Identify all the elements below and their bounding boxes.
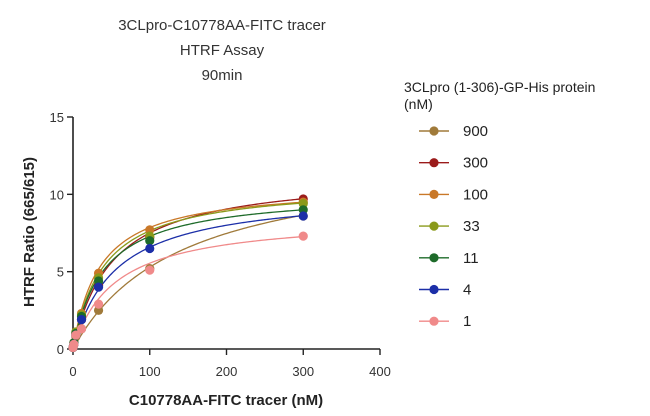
legend-item-1: 1 — [419, 313, 471, 330]
legend-label: 100 — [463, 186, 488, 203]
x-tick-label: 200 — [216, 364, 238, 379]
title-line-1: 3CLpro-C10778AA-FITC tracer — [118, 17, 326, 34]
fit-curve-11 — [72, 209, 304, 350]
legend-label: 1 — [463, 313, 471, 330]
data-point-4 — [145, 243, 155, 254]
x-tick-label: 400 — [369, 364, 391, 379]
legend-item-900: 900 — [419, 123, 488, 140]
fit-curve-100 — [72, 201, 304, 350]
y-tick-label: 15 — [50, 110, 64, 125]
x-tick-label: 0 — [69, 364, 76, 379]
data-point-4 — [93, 282, 104, 292]
y-axis-title: HTRF Ratio (665/615) — [21, 157, 38, 307]
legend: 3CLpro (1-306)-GP-His protein (nM) 900 30… — [404, 79, 595, 330]
y-tick-label: 10 — [50, 187, 64, 202]
fit-curve-900 — [72, 214, 304, 350]
legend-label: 4 — [463, 282, 471, 299]
legend-items: 900 300 100 33 11 4 1 — [419, 123, 488, 330]
ticks: 0 100 200 300 400 0 5 10 15 — [50, 110, 391, 379]
fit-curve-1 — [72, 235, 304, 350]
x-tick-label: 100 — [139, 364, 161, 379]
legend-label: 33 — [463, 218, 480, 235]
data-point-11 — [145, 236, 155, 246]
data-point-1 — [93, 299, 104, 309]
legend-marker — [429, 158, 439, 168]
legend-title-line-1: 3CLpro (1-306)-GP-His protein — [404, 79, 595, 95]
chart-title: 3CLpro-C10778AA-FITC tracer HTRF Assay 9… — [118, 17, 326, 84]
x-axis-title: C10778AA-FITC tracer (nM) — [129, 392, 323, 409]
legend-item-100: 100 — [419, 186, 488, 203]
legend-marker — [429, 284, 439, 295]
legend-marker — [429, 126, 439, 136]
legend-item-11: 11 — [419, 250, 479, 267]
data-point-1 — [69, 339, 79, 349]
legend-marker — [429, 316, 439, 326]
fit-curve-300 — [72, 198, 304, 350]
y-tick-label: 5 — [57, 265, 64, 280]
data-point-4 — [298, 211, 308, 221]
legend-marker — [429, 221, 439, 231]
data-point-1 — [298, 231, 308, 241]
legend-label: 11 — [463, 250, 479, 267]
legend-label: 900 — [463, 123, 488, 140]
data-point-1 — [76, 324, 87, 334]
fit-curve-33 — [72, 202, 304, 350]
title-line-3: 90min — [202, 67, 243, 84]
legend-item-300: 300 — [419, 155, 488, 172]
legend-title-line-2: (nM) — [404, 96, 433, 112]
plot-area — [68, 194, 308, 353]
legend-label: 300 — [463, 155, 488, 172]
data-point-1 — [71, 330, 81, 340]
data-point-1 — [145, 265, 155, 275]
legend-marker — [429, 253, 439, 263]
title-line-2: HTRF Assay — [180, 42, 265, 59]
legend-item-4: 4 — [419, 282, 471, 299]
data-point-4 — [76, 315, 87, 325]
fit-curve-4 — [72, 215, 304, 350]
x-tick-label: 300 — [292, 364, 314, 379]
legend-marker — [429, 189, 439, 199]
legend-item-33: 33 — [419, 218, 480, 235]
y-tick-label: 0 — [57, 342, 64, 357]
